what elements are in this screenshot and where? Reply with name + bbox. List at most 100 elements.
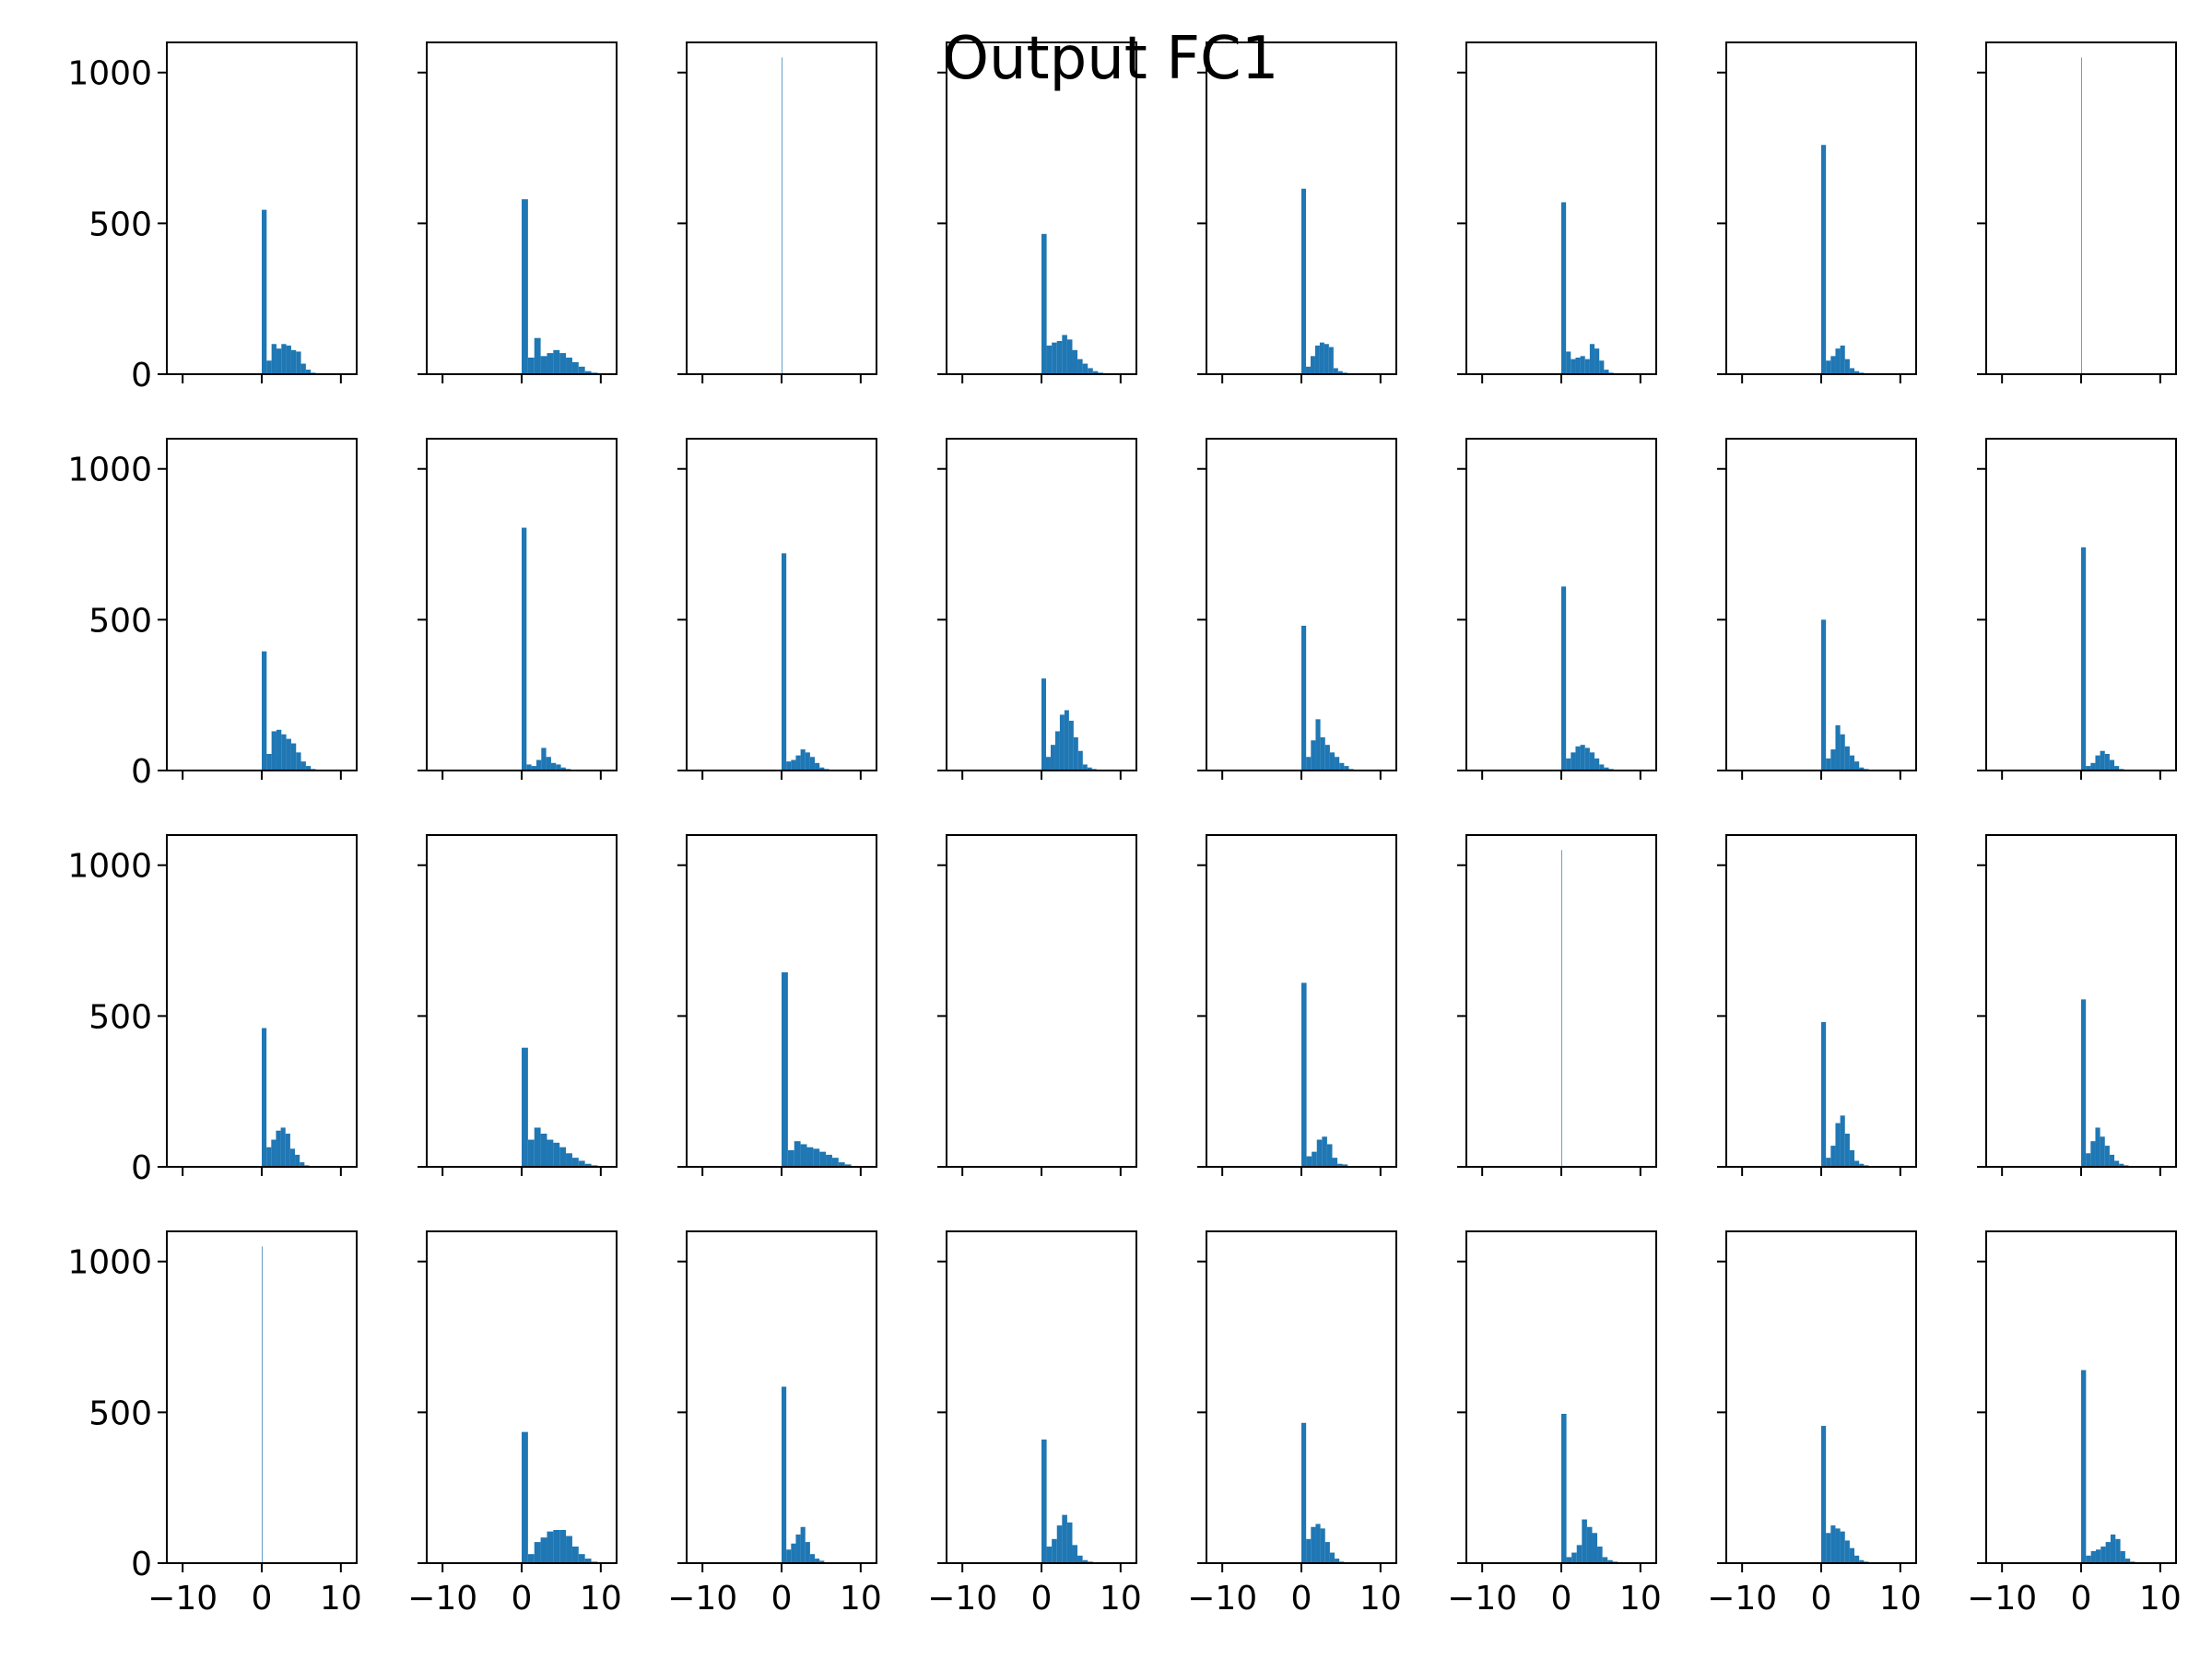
histogram-bar [1849, 755, 1855, 771]
x-tick-label: −10 [147, 1580, 218, 1618]
histogram-bar [1077, 750, 1083, 771]
x-tick-label: −10 [927, 1580, 997, 1618]
y-tick-label: 1000 [67, 848, 152, 886]
histogram-bar [795, 755, 801, 771]
histogram-bar [2105, 1542, 2111, 1563]
histogram-bar [2109, 759, 2115, 771]
histogram-bar [300, 1162, 305, 1167]
histogram-bar [800, 1526, 806, 1563]
histogram-bar [1064, 710, 1069, 771]
histogram-bar [1586, 1526, 1593, 1563]
histogram-bar [2086, 1555, 2091, 1563]
x-tick-label: 0 [2071, 1580, 2092, 1618]
histogram-bar [262, 209, 267, 374]
panel-19 [677, 834, 877, 1176]
histogram-bar [534, 1542, 541, 1563]
x-tick-label: 10 [320, 1580, 362, 1618]
histogram-bar [782, 553, 787, 771]
histogram-bar [1077, 1555, 1083, 1563]
histogram-bar [289, 1148, 296, 1167]
panel-23 [1717, 834, 1917, 1176]
histogram-bar [1859, 1163, 1865, 1167]
histogram-bar [2081, 999, 2087, 1167]
histogram-bar [1580, 745, 1585, 771]
histogram-bar [1589, 752, 1595, 771]
histogram-bar [1310, 356, 1315, 374]
histogram-bar [1840, 345, 1845, 374]
histogram-bar [1324, 344, 1329, 374]
histogram-bar [295, 1154, 300, 1167]
panel-4 [937, 41, 1137, 383]
y-tick-label: 500 [88, 602, 152, 640]
histogram-bar [1301, 1422, 1307, 1563]
y-tick-label: 500 [88, 1394, 152, 1432]
histogram-bar [1566, 758, 1571, 771]
histogram-bar [266, 360, 272, 374]
histogram-bar [786, 761, 792, 771]
histogram-bar [1311, 1526, 1316, 1563]
histogram-bar [1324, 745, 1330, 771]
histogram-bar [305, 370, 312, 374]
histogram-bar [1041, 1439, 1047, 1563]
x-tick-label: 10 [580, 1580, 622, 1618]
histogram-bar [2081, 1370, 2087, 1563]
panel-13 [1197, 438, 1397, 780]
histogram-bar [1599, 360, 1605, 374]
x-tick-label: 0 [252, 1580, 273, 1618]
histogram-bar [1059, 714, 1065, 771]
histogram-bar [1342, 1164, 1348, 1167]
histogram-bar [1344, 766, 1349, 771]
x-tick-label: 0 [1811, 1580, 1832, 1618]
panel-8 [1977, 41, 2177, 383]
histogram-bar [1604, 767, 1609, 771]
histogram-bar [547, 1139, 554, 1167]
histogram-bar [1301, 982, 1307, 1167]
histogram-bar [281, 344, 287, 374]
histogram-bar [1333, 368, 1338, 374]
histogram-bar [541, 747, 547, 771]
histogram-bar [553, 1142, 560, 1167]
histogram-bar [527, 1139, 535, 1167]
histogram-bar [560, 767, 566, 771]
histogram-bar [806, 1147, 814, 1167]
histogram-bar [2104, 1146, 2110, 1167]
histogram-bar [1046, 345, 1053, 374]
histogram-bar [559, 1530, 567, 1563]
histogram-bar [2095, 1549, 2101, 1563]
histogram-bar [262, 651, 267, 771]
histogram-bar [584, 371, 592, 374]
histogram-bar [1337, 1163, 1343, 1167]
histogram-bar [1594, 348, 1600, 374]
histogram-bar [831, 1158, 839, 1167]
panel-24 [1977, 834, 2177, 1176]
histogram-bar [296, 351, 301, 374]
histogram-bar [2081, 57, 2082, 375]
y-tick-label: 0 [131, 1546, 152, 1583]
histogram-bar [276, 1130, 281, 1167]
histogram-bar [522, 1431, 528, 1563]
histogram-bar [1582, 1519, 1587, 1563]
x-tick-label: 0 [771, 1580, 793, 1618]
histogram-bar [1575, 358, 1581, 374]
histogram-bar [1840, 1531, 1845, 1563]
histogram-bar [1041, 233, 1047, 374]
histogram-bar [1329, 1552, 1335, 1563]
histogram-bar [2114, 766, 2120, 771]
histogram-bar [584, 1559, 592, 1563]
histogram-bar [578, 366, 585, 374]
histogram-bar [2100, 1547, 2106, 1563]
histogram-bar [815, 1559, 820, 1563]
histogram-bar [1052, 1538, 1057, 1563]
histogram-bar [566, 1535, 572, 1563]
x-tick-label: 10 [1359, 1580, 1402, 1618]
histogram-bar [1594, 758, 1600, 771]
histogram-bar [1073, 737, 1078, 771]
x-tick-label: 0 [512, 1580, 533, 1618]
x-tick-label: 0 [1551, 1580, 1572, 1618]
histogram-bar [1844, 359, 1850, 374]
panel-2 [418, 41, 618, 383]
histogram-bar [578, 1160, 585, 1167]
histogram-bar [813, 1148, 820, 1167]
